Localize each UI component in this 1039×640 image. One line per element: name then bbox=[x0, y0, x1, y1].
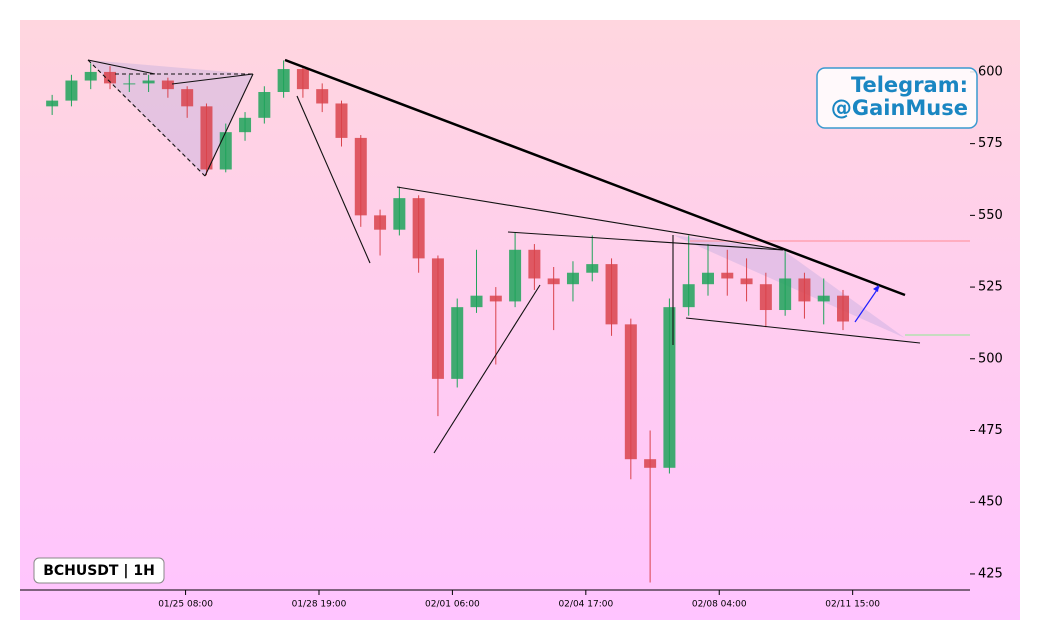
x-tick-label: 01/25 08:00 bbox=[158, 600, 213, 610]
arrow-head bbox=[873, 285, 879, 292]
candle-body bbox=[46, 100, 59, 107]
candle-body bbox=[701, 272, 714, 285]
candle-body bbox=[798, 278, 811, 302]
candle-body bbox=[412, 198, 425, 259]
candles bbox=[46, 60, 850, 583]
candle-body bbox=[509, 249, 522, 302]
x-tick-label: 02/04 17:00 bbox=[558, 600, 613, 610]
annotation: @GainMuse bbox=[831, 96, 968, 120]
candle-body bbox=[721, 272, 734, 279]
y-tick-label: 600 bbox=[978, 64, 1003, 79]
y-tick-label: 475 bbox=[978, 423, 1003, 438]
x-tick-label: 02/01 06:00 bbox=[425, 600, 480, 610]
candle-body bbox=[277, 69, 290, 93]
y-tick-label: 525 bbox=[978, 280, 1003, 295]
candle-body bbox=[547, 278, 560, 285]
candle-body bbox=[181, 89, 194, 107]
annotation-box bbox=[816, 67, 978, 129]
candle-body bbox=[740, 278, 753, 285]
candle-body bbox=[296, 69, 309, 90]
candle-body bbox=[239, 117, 252, 133]
axes: 425 450 475 500 525 550 575 600 01/25 08:00 01/28… bbox=[158, 64, 1003, 609]
candle-body bbox=[161, 80, 174, 90]
x-tick-label: 02/08 04:00 bbox=[692, 600, 747, 610]
candle-body bbox=[354, 137, 367, 216]
candle-body bbox=[489, 295, 502, 302]
candle-body bbox=[316, 89, 329, 104]
candle-body bbox=[605, 264, 618, 325]
candle-body bbox=[374, 215, 387, 230]
candle-body bbox=[123, 83, 136, 85]
candle-body bbox=[586, 264, 599, 273]
candle-body bbox=[644, 459, 657, 468]
candle-body bbox=[65, 80, 78, 101]
candle-body bbox=[837, 295, 850, 322]
candle-body bbox=[258, 92, 271, 118]
label-box bbox=[33, 557, 165, 584]
x-tick-label: 02/11 15:00 bbox=[825, 600, 880, 610]
candle-body bbox=[200, 106, 213, 170]
candle-body bbox=[393, 198, 406, 230]
symbol-label: BCHUSDT | 1H bbox=[43, 563, 155, 579]
candle-body bbox=[84, 71, 97, 81]
y-tick-label: 550 bbox=[978, 208, 1003, 223]
candle-body bbox=[451, 307, 464, 379]
candle-body bbox=[142, 80, 155, 84]
projection-arrow bbox=[854, 286, 880, 323]
candle-body bbox=[335, 103, 348, 138]
candle-body bbox=[779, 278, 792, 311]
y-tick-label: 500 bbox=[978, 351, 1003, 366]
y-tick-label: 575 bbox=[978, 136, 1003, 151]
candle-body bbox=[817, 295, 830, 302]
y-tick-label: 425 bbox=[978, 566, 1003, 581]
candle-body bbox=[624, 324, 637, 460]
candle-body bbox=[566, 272, 579, 285]
x-tick-label: 01/28 19:00 bbox=[292, 600, 347, 610]
candle-body bbox=[219, 132, 232, 170]
candle-body bbox=[431, 258, 444, 379]
candle-body bbox=[663, 307, 676, 468]
candle-body bbox=[528, 249, 541, 279]
candle-body bbox=[759, 284, 772, 311]
pattern-lines bbox=[87, 59, 921, 454]
candle-body bbox=[470, 295, 483, 308]
y-tick-label: 450 bbox=[978, 495, 1003, 510]
candle-body bbox=[104, 71, 117, 84]
candle-body bbox=[682, 284, 695, 308]
main-trendline bbox=[284, 58, 906, 297]
annotation: Telegram: bbox=[851, 73, 968, 97]
